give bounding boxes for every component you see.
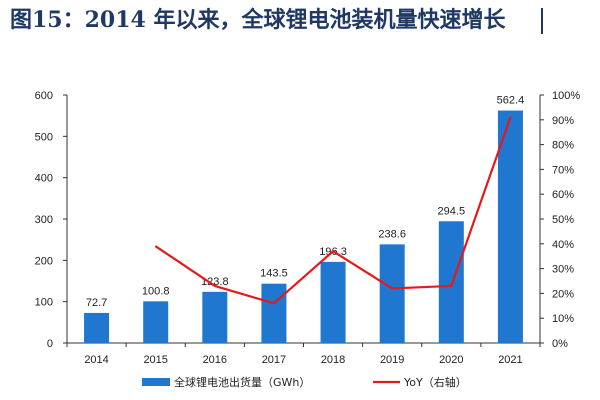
- left-axis-tick-label: 100: [35, 297, 53, 309]
- bar: [202, 291, 228, 343]
- legend-swatch-bar: [142, 378, 170, 386]
- bar-data-label: 562.4: [497, 95, 525, 107]
- right-y-axis: 0% 10% 20% 30% 40% 50% 60% 70% 80% 90% 100%: [539, 90, 580, 350]
- x-axis-tick-label: 2016: [203, 354, 227, 366]
- x-axis-tick-label: 2015: [143, 354, 167, 366]
- x-axis-tick-label: 2020: [439, 354, 463, 366]
- yoy-point: [273, 302, 275, 305]
- x-axis-tick-label: 2014: [84, 354, 108, 366]
- left-axis-tick-label: 400: [35, 173, 53, 185]
- left-axis-tick-label: 0: [47, 338, 53, 350]
- yoy-point: [391, 287, 393, 290]
- line-series: [154, 116, 512, 305]
- bar: [84, 312, 110, 343]
- legend: 全球锂电池出货量（GWh） YoY（右轴）: [142, 375, 467, 389]
- bar: [438, 221, 464, 343]
- right-axis-tick-label: 10%: [552, 313, 574, 325]
- bar-data-label: 72.7: [86, 297, 107, 309]
- x-axis-tick-label: 2021: [498, 354, 522, 366]
- right-axis-tick-label: 80%: [552, 140, 574, 152]
- right-axis-tick-label: 90%: [552, 115, 574, 127]
- chart-title: 图15：2014 年以来，全球锂电池装机量快速增长: [10, 7, 506, 33]
- right-axis-tick-label: 40%: [552, 239, 574, 251]
- yoy-point: [450, 285, 453, 287]
- bar: [320, 261, 346, 343]
- x-axis-tick-label: 2018: [321, 354, 345, 366]
- left-axis-tick-label: 600: [35, 90, 53, 102]
- right-axis-tick-label: 50%: [552, 214, 574, 226]
- legend-label-shipments: 全球锂电池出货量（GWh）: [174, 375, 310, 389]
- yoy-point: [154, 245, 157, 248]
- bar: [261, 283, 287, 343]
- bar-data-label: 294.5: [438, 205, 466, 217]
- right-axis-tick-label: 70%: [552, 164, 574, 176]
- bar-data-label: 123.8: [201, 276, 229, 288]
- right-axis-tick-label: 0%: [552, 338, 568, 350]
- yoy-point: [509, 116, 512, 119]
- title-accent-bar: [541, 8, 543, 34]
- left-axis-tick-label: 200: [35, 255, 53, 267]
- x-axis: 2014 2015 2016 2017 2018 2019 2020 2021: [66, 342, 541, 366]
- yoy-point: [214, 285, 216, 287]
- right-axis-tick-label: 20%: [552, 288, 574, 300]
- legend-label-yoy: YoY（右轴）: [403, 375, 467, 389]
- right-axis-tick-label: 60%: [552, 189, 574, 201]
- x-axis-tick-label: 2017: [262, 354, 286, 366]
- bar: [379, 244, 405, 343]
- bar: [143, 301, 169, 343]
- left-axis-tick-label: 500: [35, 131, 53, 143]
- left-y-axis: 0 100 200 300 400 500 600: [35, 90, 68, 350]
- left-axis-tick-label: 300: [35, 214, 53, 226]
- bar-data-label: 143.5: [260, 268, 288, 280]
- yoy-point: [332, 250, 334, 253]
- bar-data-label: 100.8: [142, 285, 170, 297]
- right-axis-tick-label: 30%: [552, 264, 574, 276]
- x-axis-tick-label: 2019: [380, 354, 404, 366]
- right-axis-tick-label: 100%: [552, 90, 580, 102]
- bar: [497, 110, 523, 343]
- bar-data-label: 238.6: [378, 228, 406, 240]
